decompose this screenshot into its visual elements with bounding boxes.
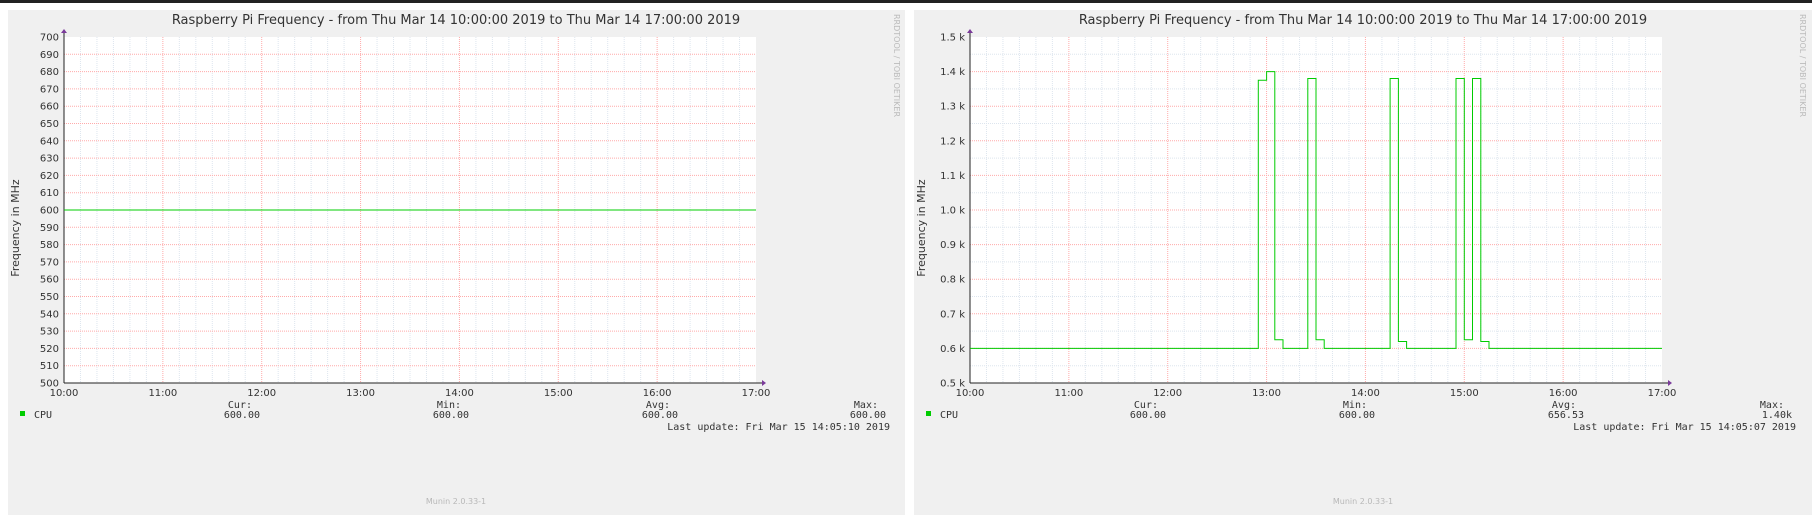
y-tick-label: 580 [40, 240, 59, 251]
y-axis-arrow [967, 29, 973, 33]
y-tick-label: 660 [40, 102, 59, 113]
legend-min-label: Min: [1343, 400, 1367, 411]
rrdtool-credit: RRDTOOL / TOBI OETIKER [1798, 14, 1807, 117]
x-axis-arrow [762, 380, 766, 386]
y-tick-label: 670 [40, 84, 59, 95]
frequency-chart-right: Raspberry Pi Frequency - from Thu Mar 14… [915, 13, 1807, 506]
legend-max-label: Max: [1760, 400, 1784, 411]
y-tick-label: 570 [40, 257, 59, 268]
y-tick-label: 1.5 k [940, 33, 965, 44]
legend-label-cpu: CPU [34, 410, 52, 421]
x-tick-label: 17:00 [1648, 388, 1677, 399]
y-tick-label: 1.0 k [940, 206, 965, 217]
x-tick-label: 14:00 [1351, 388, 1380, 399]
y-tick-label: 540 [40, 309, 59, 320]
y-tick-label: 530 [40, 327, 59, 338]
y-tick-label: 1.4 k [940, 67, 965, 78]
y-tick-label: 610 [40, 188, 59, 199]
y-tick-label: 1.3 k [940, 102, 965, 113]
y-axis-label: Frequency in MHz [9, 179, 22, 277]
legend-max-value: 1.40k [1762, 410, 1792, 421]
rrdtool-credit: RRDTOOL / TOBI OETIKER [892, 14, 901, 117]
legend-cur-label: Cur: [228, 400, 252, 411]
legend-min-value: 600.00 [1339, 410, 1375, 421]
x-tick-label: 12:00 [1153, 388, 1182, 399]
y-axis-arrow [61, 29, 67, 33]
frequency-graph-panel-right: Raspberry Pi Frequency - from Thu Mar 14… [914, 10, 1812, 515]
y-tick-label: 0.8 k [940, 275, 965, 286]
x-tick-label: 15:00 [544, 388, 573, 399]
y-tick-label: 0.7 k [940, 309, 965, 320]
y-tick-label: 700 [40, 33, 59, 44]
y-tick-label: 550 [40, 292, 59, 303]
frequency-chart-left: Raspberry Pi Frequency - from Thu Mar 14… [9, 13, 901, 506]
legend-swatch-cpu [926, 411, 931, 416]
legend-min-label: Min: [437, 400, 461, 411]
x-tick-label: 11:00 [1054, 388, 1083, 399]
x-tick-label: 16:00 [643, 388, 672, 399]
legend-avg-value: 656.53 [1548, 410, 1584, 421]
chart-title: Raspberry Pi Frequency - from Thu Mar 14… [172, 13, 740, 28]
last-update: Last update: Fri Mar 15 14:05:10 2019 [667, 422, 890, 433]
x-tick-label: 13:00 [1252, 388, 1281, 399]
munin-version: Munin 2.0.33-1 [1333, 497, 1393, 506]
chart-title: Raspberry Pi Frequency - from Thu Mar 14… [1079, 13, 1647, 28]
y-tick-label: 630 [40, 154, 59, 165]
legend-avg-value: 600.00 [642, 410, 678, 421]
frequency-graph-panel-left: Raspberry Pi Frequency - from Thu Mar 14… [8, 10, 905, 515]
x-tick-label: 11:00 [148, 388, 177, 399]
y-tick-label: 690 [40, 50, 59, 61]
legend-cur-label: Cur: [1134, 400, 1158, 411]
munin-version: Munin 2.0.33-1 [426, 497, 486, 506]
y-tick-label: 500 [40, 379, 59, 390]
x-axis-arrow [1668, 380, 1672, 386]
x-tick-label: 13:00 [346, 388, 375, 399]
legend-swatch-cpu [20, 411, 25, 416]
series-line-cpu [970, 71, 1662, 349]
last-update: Last update: Fri Mar 15 14:05:07 2019 [1573, 422, 1796, 433]
y-tick-label: 1.1 k [940, 171, 965, 182]
y-tick-label: 510 [40, 361, 59, 372]
y-tick-label: 520 [40, 344, 59, 355]
x-tick-label: 15:00 [1450, 388, 1479, 399]
top-bar [0, 0, 1812, 3]
y-tick-label: 620 [40, 171, 59, 182]
x-tick-label: 17:00 [742, 388, 771, 399]
y-tick-label: 0.5 k [940, 379, 965, 390]
y-tick-label: 680 [40, 67, 59, 78]
x-tick-label: 10:00 [50, 388, 79, 399]
legend-cur-value: 600.00 [224, 410, 260, 421]
y-tick-label: 590 [40, 223, 59, 234]
x-tick-label: 10:00 [956, 388, 985, 399]
y-tick-label: 0.6 k [940, 344, 965, 355]
y-tick-label: 600 [40, 206, 59, 217]
y-tick-label: 650 [40, 119, 59, 130]
y-tick-label: 1.2 k [940, 136, 965, 147]
legend-label-cpu: CPU [940, 410, 958, 421]
x-tick-label: 12:00 [247, 388, 276, 399]
y-axis-label: Frequency in MHz [915, 179, 928, 277]
legend-avg-label: Avg: [646, 400, 670, 411]
y-tick-label: 0.9 k [940, 240, 965, 251]
legend-max-value: 600.00 [850, 410, 886, 421]
legend-avg-label: Avg: [1552, 400, 1576, 411]
y-tick-label: 640 [40, 136, 59, 147]
x-tick-label: 16:00 [1549, 388, 1578, 399]
legend-cur-value: 600.00 [1130, 410, 1166, 421]
x-tick-label: 14:00 [445, 388, 474, 399]
y-tick-label: 560 [40, 275, 59, 286]
legend-min-value: 600.00 [433, 410, 469, 421]
legend-max-label: Max: [854, 400, 878, 411]
